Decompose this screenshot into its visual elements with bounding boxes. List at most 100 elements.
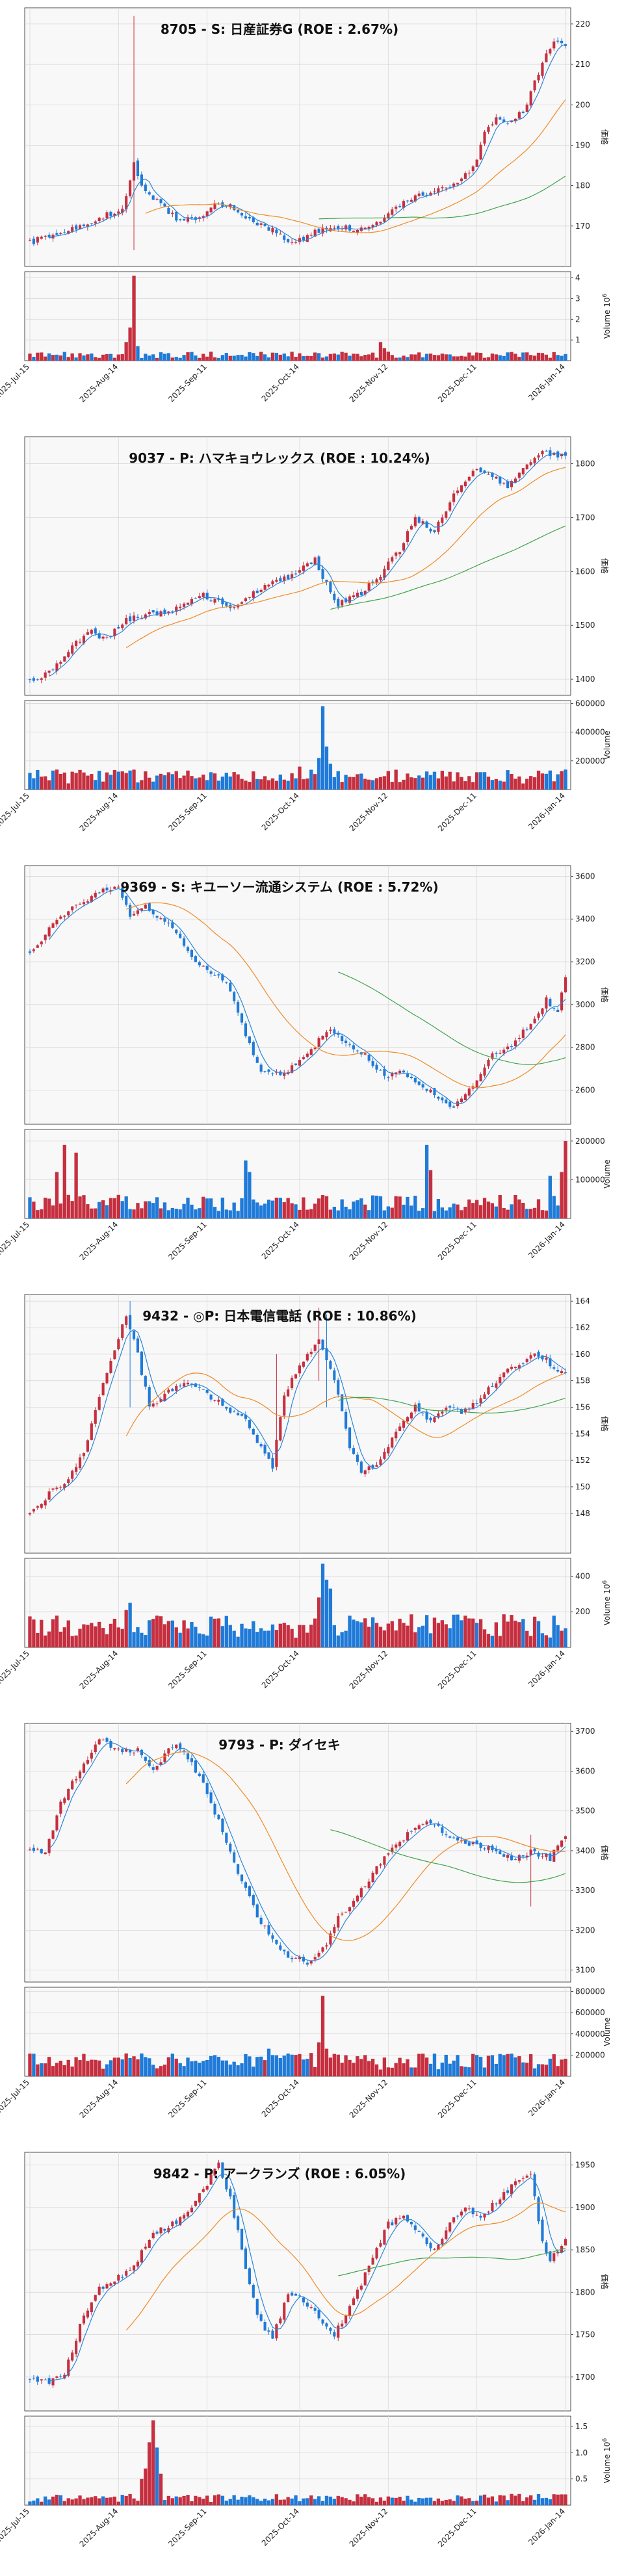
volume-bar	[220, 2060, 225, 2076]
volume-bar	[120, 771, 124, 790]
volume-bar	[82, 1624, 86, 1647]
vol-tick-label: 2	[575, 315, 580, 324]
candle-body	[371, 1061, 374, 1066]
volume-bar	[460, 2496, 463, 2505]
volume-bar	[44, 2496, 47, 2505]
volume-bar	[398, 2497, 402, 2505]
volume-bar	[494, 1622, 498, 1647]
vol-tick-label: 3	[575, 294, 580, 303]
candle-body	[502, 1372, 506, 1378]
ma-line-5	[49, 1742, 566, 1961]
candle-body	[175, 1385, 178, 1391]
candle-body	[445, 1408, 448, 1410]
candle-body	[487, 127, 490, 132]
volume-bar	[198, 1633, 202, 1647]
volume-bar	[352, 354, 356, 361]
volume-bar	[244, 780, 248, 790]
candle-body	[313, 557, 317, 565]
candle-body	[237, 1001, 240, 1013]
candle-body	[205, 211, 209, 216]
candle-body	[252, 591, 255, 598]
volume-bar	[328, 2496, 333, 2505]
candle-body	[186, 217, 190, 222]
volume-bar	[424, 771, 429, 790]
volume-bar	[166, 2495, 171, 2505]
candle-body	[175, 2220, 178, 2224]
volume-bar	[190, 352, 194, 361]
volume-bar	[332, 2499, 336, 2505]
volume-bar	[328, 2057, 333, 2076]
candle-body	[105, 212, 109, 218]
candle-body	[302, 2297, 305, 2303]
volume-bar	[98, 2060, 101, 2076]
candle-body	[317, 228, 320, 233]
candle-body	[163, 1753, 166, 1762]
candle-body	[306, 2302, 309, 2307]
volume-bar	[494, 1206, 498, 1218]
volume-bar	[440, 2501, 444, 2505]
volume-bar	[128, 2057, 132, 2076]
volume-bar	[324, 1579, 329, 1647]
candle-body	[78, 1457, 82, 1469]
volume-bar	[548, 770, 552, 790]
y-tick-label: 1750	[575, 2330, 595, 2339]
candle-body	[78, 1771, 82, 1779]
candle-body	[183, 1750, 186, 1753]
candle-body	[387, 1077, 390, 1078]
candle-body	[244, 1023, 248, 1037]
candle-body	[67, 2359, 70, 2376]
candle-body	[75, 2341, 78, 2354]
y-tick-label: 3100	[575, 1966, 595, 1975]
candle-body	[337, 225, 340, 230]
volume-bar	[540, 1633, 545, 1647]
candle-body	[113, 2281, 116, 2284]
volume-bar	[490, 354, 495, 361]
volume-bar	[529, 2495, 533, 2505]
candle-body	[129, 180, 132, 196]
volume-bar	[298, 2054, 302, 2076]
volume-bar	[159, 2066, 163, 2076]
volume-bar	[94, 780, 98, 790]
volume-bar	[140, 780, 144, 790]
candle-body	[186, 947, 190, 951]
candle-body	[225, 602, 228, 606]
volume-bar	[144, 771, 148, 790]
volume-bar	[432, 355, 437, 361]
candle-body	[471, 2208, 474, 2215]
volume-bar	[86, 1204, 90, 1218]
volume-bar	[144, 2468, 148, 2505]
candle-body	[151, 610, 155, 613]
candle-body	[186, 602, 190, 605]
volume-bar	[402, 1623, 406, 1647]
volume-bar	[44, 2063, 47, 2076]
volume-bar	[510, 352, 514, 361]
candle-body	[359, 1462, 363, 1473]
volume-axis-label: Volume 106	[602, 2438, 612, 2484]
volume-bar	[144, 354, 148, 361]
candle-body	[125, 1749, 128, 1752]
candle-body	[233, 2195, 236, 2218]
candle-body	[545, 1853, 548, 1857]
volume-bar	[517, 357, 521, 361]
ma-line-75	[330, 525, 566, 610]
candle-body	[437, 188, 440, 193]
volume-bar	[162, 775, 167, 790]
volume-bar	[313, 774, 317, 790]
candle-body	[36, 1506, 39, 1508]
candle-body	[383, 2230, 386, 2245]
candle-body	[506, 1855, 510, 1858]
volume-bar	[540, 1210, 545, 1218]
candle-body	[82, 1763, 86, 1773]
candle-body	[391, 209, 394, 215]
x-tick-label: 2026-Jan-14	[526, 2078, 567, 2118]
volume-bar	[548, 1176, 552, 1218]
volume-bar	[444, 2054, 448, 2076]
candle-body	[379, 2243, 382, 2247]
volume-bar	[460, 1210, 463, 1218]
volume-bar	[309, 2053, 313, 2076]
chart-panel-6: 2025-Jul-15 2025-Aug-14 2025-Sep-11 2025-Oc…	[0, 2152, 612, 2549]
volume-bar	[74, 1635, 78, 1647]
y-tick-label: 1800	[575, 2287, 595, 2297]
candle-body	[248, 1886, 251, 1896]
candle-body	[63, 232, 66, 233]
